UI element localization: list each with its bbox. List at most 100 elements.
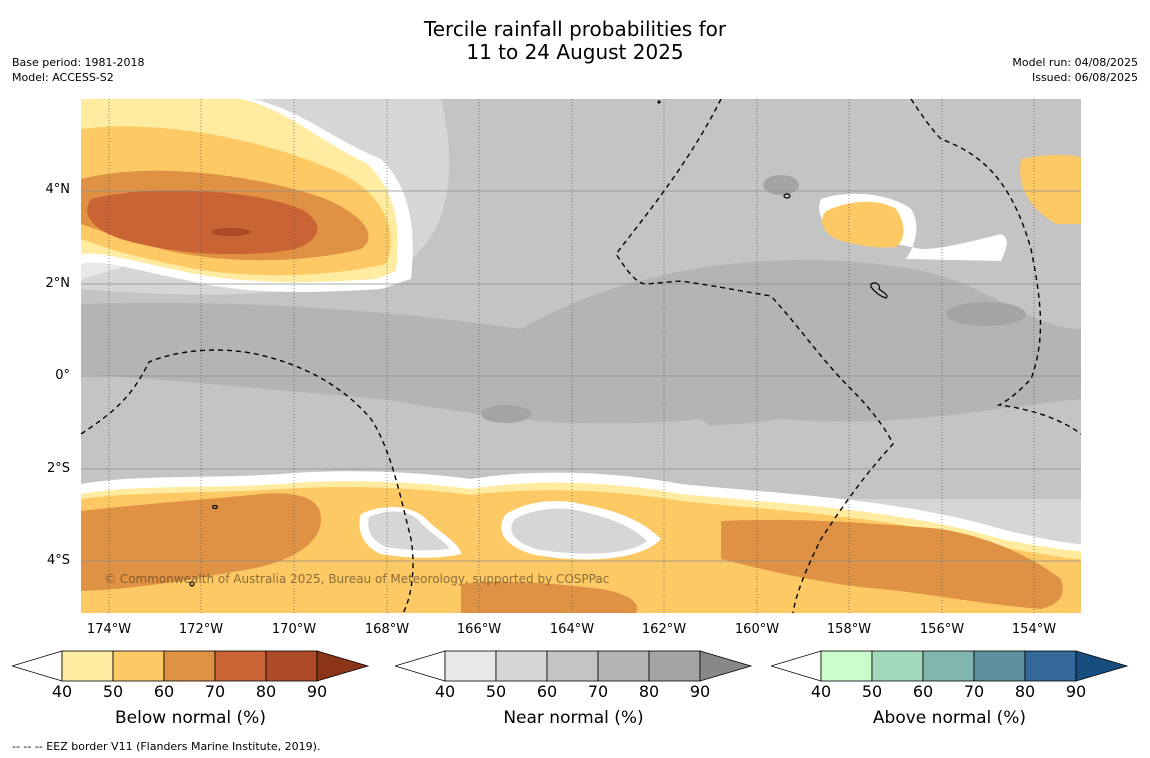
below-far-east-fill [1020, 154, 1081, 224]
colorbar-near-swatch-40 [444, 650, 497, 682]
island-kiritimati [870, 282, 888, 299]
island-tabuaeran [783, 193, 791, 199]
colorbar-below-swatch-80 [265, 650, 318, 682]
map-grid [81, 99, 1081, 613]
colorbar-below-tick-60: 60 [153, 682, 175, 701]
colorbar-near-normal [395, 650, 752, 682]
near-80-90-patch-1 [763, 175, 799, 195]
colorbar-near-swatch-70 [597, 650, 650, 682]
colorbar-above-swatch-80 [1024, 650, 1077, 682]
below-south-60-70-west [81, 493, 321, 591]
lat-label-2n: 2°N [45, 276, 71, 291]
near-60-70-inner [161, 407, 731, 456]
colorbar-below-normal [12, 650, 369, 682]
colorbar-above-tick-50: 50 [861, 682, 883, 701]
colorbar-above-tick-40: 40 [810, 682, 832, 701]
map-area [81, 99, 1081, 613]
colorbar-below-swatch-50 [112, 650, 165, 682]
lon-label-172w: 172°W [178, 622, 224, 637]
lon-label-160w: 160°W [734, 622, 780, 637]
colorbar-below-tick-80: 80 [255, 682, 277, 701]
colorbar-above-normal [771, 650, 1128, 682]
colorbar-below-swatch-60 [163, 650, 216, 682]
lon-label-156w: 156°W [919, 622, 965, 637]
colorbar-above-tick-70: 70 [963, 682, 985, 701]
island-top [657, 100, 661, 104]
lon-label-162w: 162°W [641, 622, 687, 637]
colorbar-below-tick-40: 40 [51, 682, 73, 701]
title-line-1: Tercile rainfall probabilities for [423, 17, 727, 41]
colorbar-below-upper-arrow [316, 650, 369, 682]
colorbar-below-tick-90: 90 [306, 682, 328, 701]
colorbar-below-swatch-40 [61, 650, 114, 682]
copyright-notice: © Commonwealth of Australia 2025, Bureau… [104, 572, 610, 586]
colorbar-near-tick-50: 50 [485, 682, 507, 701]
colorbar-near-swatch-60 [546, 650, 599, 682]
lon-label-166w: 166°W [456, 622, 502, 637]
lat-label-4n: 4°N [45, 182, 71, 197]
eez-footnote: -- -- -- EEZ border V11 (Flanders Marine… [12, 740, 321, 753]
eez-border-east [910, 99, 1081, 435]
colorbar-above-swatch-60 [922, 650, 975, 682]
below-normal-north [81, 99, 1081, 292]
below-south-60-70-east [721, 519, 1063, 609]
lat-label-4s: 4°S [46, 553, 70, 568]
map-title: Tercile rainfall probabilities for 11 to… [0, 18, 1150, 64]
colorbar-below-tick-50: 50 [102, 682, 124, 701]
issued-date: Issued: 06/08/2025 [1031, 71, 1138, 84]
below-north-80-90-patch [211, 228, 251, 236]
island-sw-small [189, 581, 195, 587]
island-south-west [211, 504, 219, 510]
eez-border-central [615, 99, 894, 613]
colorbar-below-label: Below normal (%) [115, 708, 266, 728]
probability-map [81, 99, 1081, 613]
colorbar-above-swatch-70 [973, 650, 1026, 682]
colorbar-above-normal-scale [771, 650, 1128, 682]
colorbar-near-upper-arrow [699, 650, 752, 682]
lon-label-164w: 164°W [549, 622, 595, 637]
colorbar-near-swatch-50 [495, 650, 548, 682]
lat-label-2s: 2°S [46, 461, 70, 476]
colorbar-below-lower-arrow [12, 650, 63, 682]
colorbar-above-tick-80: 80 [1014, 682, 1036, 701]
colorbar-above-tick-60: 60 [912, 682, 934, 701]
colorbar-near-tick-80: 80 [638, 682, 660, 701]
colorbar-above-label: Above normal (%) [872, 708, 1027, 728]
colorbar-near-tick-40: 40 [434, 682, 456, 701]
colorbar-near-normal-scale [395, 650, 752, 682]
meta-left: Base period: 1981-2018 Model: ACCESS-S2 [12, 55, 144, 85]
lon-label-154w: 154°W [1011, 622, 1057, 637]
model-run: Model run: 04/08/2025 [1012, 56, 1138, 69]
eez-border-west [81, 349, 414, 613]
colorbar-near-swatch-80 [648, 650, 701, 682]
colorbar-near-tick-60: 60 [536, 682, 558, 701]
meta-right: Model run: 04/08/2025 Issued: 06/08/2025 [1012, 55, 1138, 85]
below-east-50-60-fill [822, 201, 904, 248]
lat-label-equator: 0° [55, 368, 70, 383]
lon-label-170w: 170°W [271, 622, 317, 637]
colorbar-above-swatch-40 [820, 650, 873, 682]
near-70-80-fill [81, 259, 1081, 428]
colorbar-below-normal-scale [12, 650, 369, 682]
eez-borders [81, 99, 1081, 613]
below-north-70-80-fill [87, 190, 318, 255]
title-line-2: 11 to 24 August 2025 [466, 40, 684, 64]
below-south-60-70-mid [461, 581, 638, 613]
colorbar-above-swatch-50 [871, 650, 924, 682]
colorbar-above-lower-arrow [771, 650, 822, 682]
near-80-90-patch-2 [481, 405, 531, 423]
colorbar-near-lower-arrow [395, 650, 446, 682]
islands [189, 100, 888, 587]
base-period: Base period: 1981-2018 [12, 56, 145, 69]
colorbar-above-tick-90: 90 [1065, 682, 1087, 701]
near-80-90-patch-3 [946, 302, 1026, 326]
lon-label-168w: 168°W [364, 622, 410, 637]
colorbar-below-swatch-70 [214, 650, 267, 682]
lon-label-174w: 174°W [86, 622, 132, 637]
colorbar-below-tick-70: 70 [204, 682, 226, 701]
model-name: Model: ACCESS-S2 [12, 71, 114, 84]
colorbar-near-label: Near normal (%) [503, 708, 644, 728]
colorbar-near-tick-70: 70 [587, 682, 609, 701]
colorbar-above-upper-arrow [1075, 650, 1128, 682]
colorbar-near-tick-90: 90 [689, 682, 711, 701]
